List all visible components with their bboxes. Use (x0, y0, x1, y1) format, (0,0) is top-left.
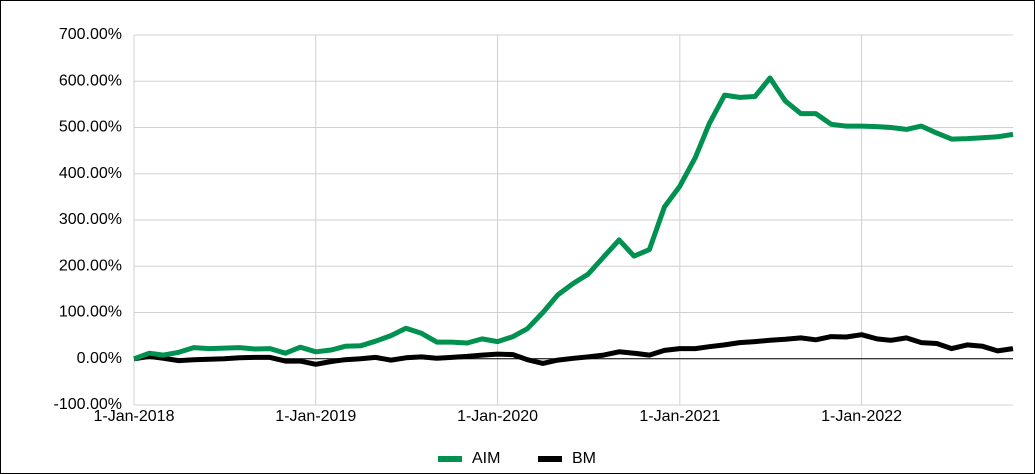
series-line (133, 75, 1014, 362)
y-tick-label: -100.00% (54, 396, 123, 413)
y-tick-label: 700.00% (59, 26, 122, 43)
series-line (133, 332, 1014, 367)
y-tick-label: 500.00% (59, 119, 122, 136)
y-tick-label: 600.00% (59, 72, 122, 89)
y-tick-label: 0.00% (77, 350, 122, 367)
x-tick-label: 1-Jan-2019 (275, 408, 356, 425)
legend-label: BM (572, 450, 596, 467)
x-tick-label: 1-Jan-2018 (94, 408, 175, 425)
y-tick-label: 400.00% (59, 165, 122, 182)
x-tick-label: 1-Jan-2020 (457, 408, 538, 425)
y-tick-label: 300.00% (59, 211, 122, 228)
x-tick-label: 1-Jan-2021 (639, 408, 720, 425)
legend-label: AIM (472, 450, 500, 467)
y-tick-label: 200.00% (59, 257, 122, 274)
x-tick-label: 1-Jan-2022 (821, 408, 902, 425)
y-tick-label: 100.00% (59, 304, 122, 321)
